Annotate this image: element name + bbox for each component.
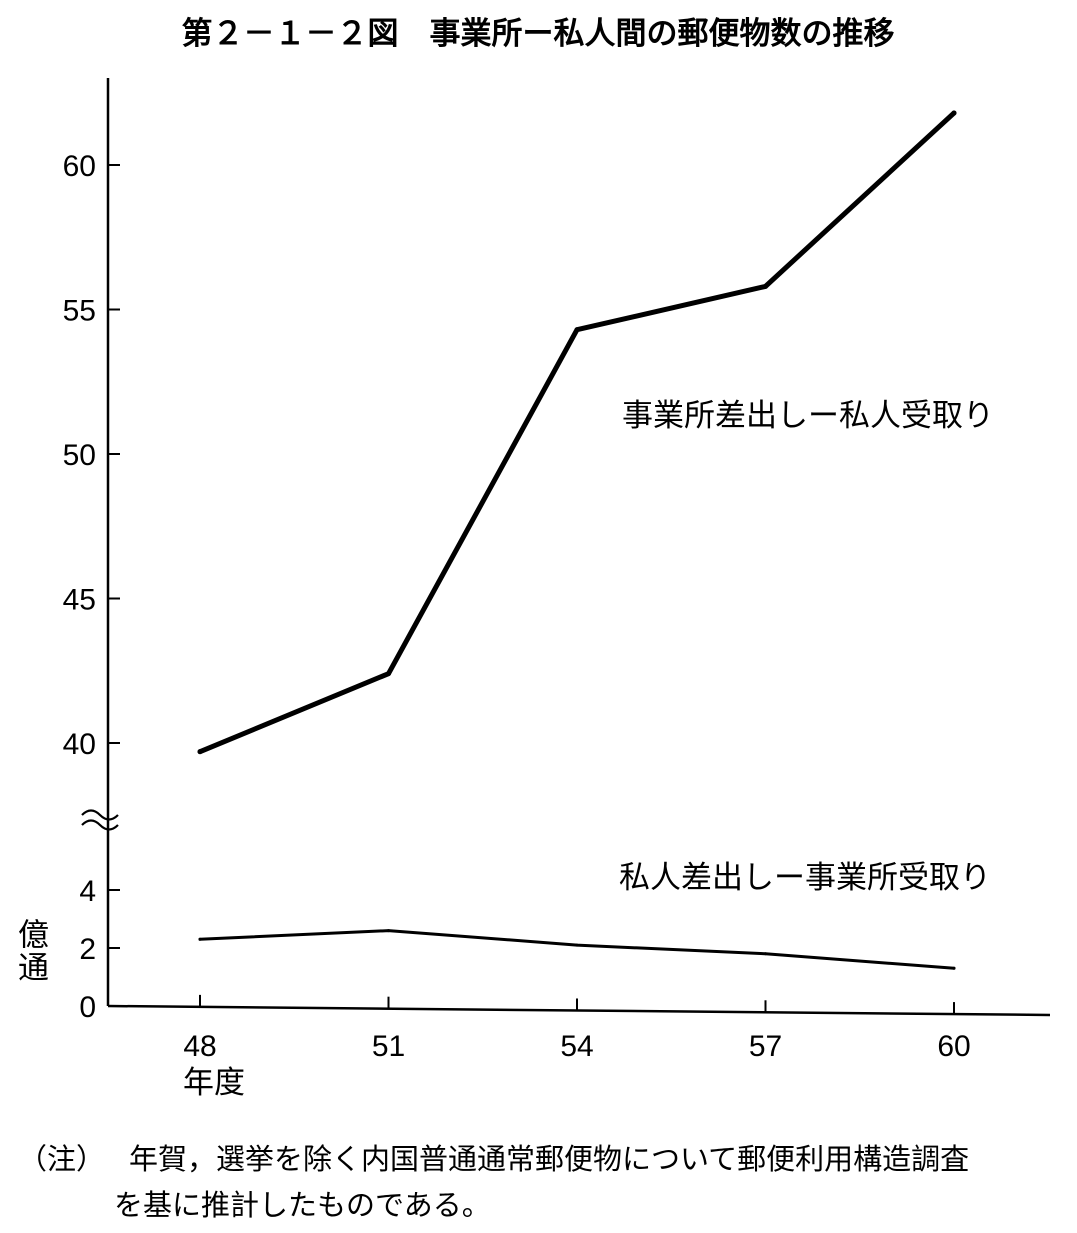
axis-break-icon (81, 809, 119, 831)
y-tick-label: 2 (79, 933, 96, 966)
data-point (198, 937, 202, 941)
data-point (575, 943, 579, 947)
y-tick-label: 40 (63, 728, 96, 761)
footnote-line-1: 年賀，選挙を除く内国普通通常郵便物について郵便利用構造調査 (129, 1142, 970, 1176)
y-tick-label: 55 (63, 295, 96, 328)
x-tick-label: 54 (560, 1030, 593, 1063)
data-point (763, 283, 768, 289)
data-point (386, 671, 391, 677)
x-tick-label: 57 (749, 1030, 782, 1063)
series-label-1: 事業所差出しー私人受取り (622, 398, 994, 434)
y-tick-label: 45 (63, 584, 96, 617)
data-point (764, 952, 767, 956)
x-axis-unit-label: 年度 (183, 1065, 245, 1101)
footnote-line-2: を基に推計したものである。 (114, 1188, 491, 1222)
x-tick-label: 60 (937, 1030, 970, 1063)
data-point (387, 929, 390, 933)
data-point (197, 749, 203, 755)
series-line-2 (198, 929, 956, 970)
y-tick-label: 4 (79, 875, 96, 908)
y-tick-label: 0 (79, 991, 96, 1024)
footnote-mark: （注） (18, 1142, 106, 1176)
x-axis-line (107, 1004, 1051, 1017)
chart-title: 第２－１－２図 事業所ー私人間の郵便物数の推移 (182, 16, 895, 52)
x-tick-label: 48 (183, 1030, 216, 1063)
data-point (951, 110, 957, 116)
data-point (574, 327, 580, 333)
series-label-2: 私人差出しー事業所受取り (619, 860, 991, 896)
data-point (952, 966, 956, 970)
y-tick-label: 50 (63, 439, 96, 472)
x-tick-label: 51 (372, 1030, 405, 1063)
y-axis-unit-label: 億通 (12, 918, 49, 984)
y-tick-label: 60 (63, 150, 96, 183)
footnote: （注） 年賀，選挙を除く内国普通通常郵便物について郵便利用構造調査 を基に推計した… (18, 1136, 1068, 1228)
